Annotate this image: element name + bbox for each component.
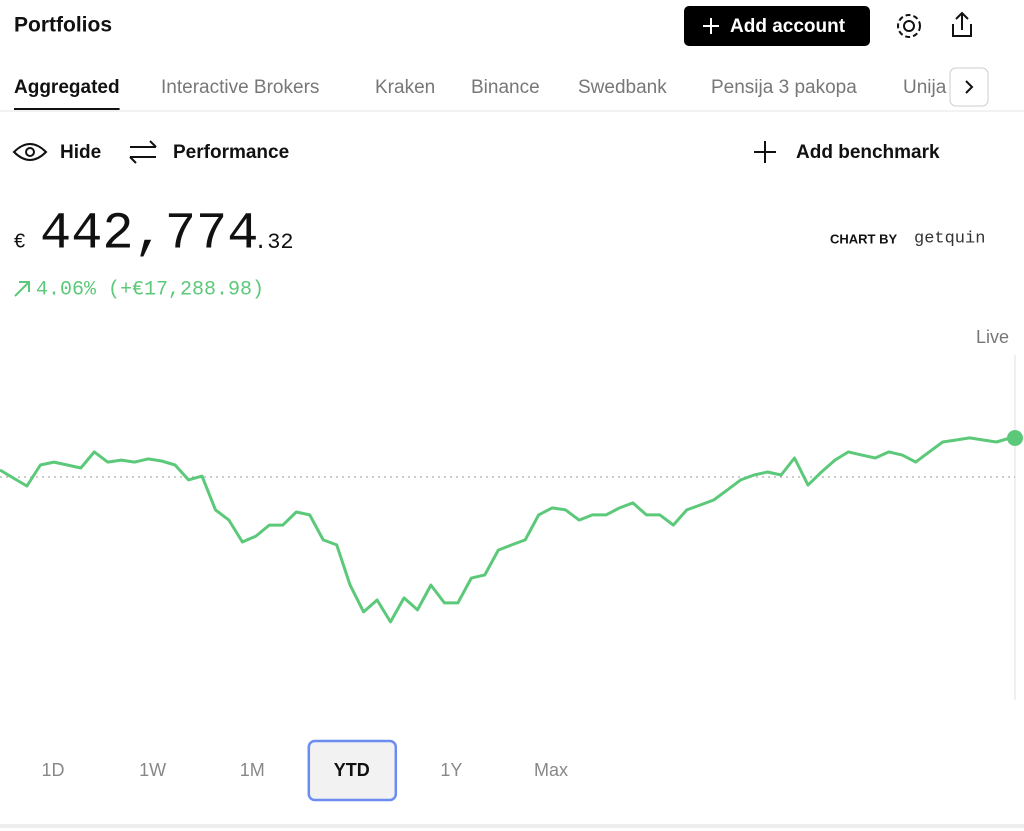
- range-button[interactable]: Max: [534, 760, 568, 780]
- performance-toggle[interactable]: Performance: [129, 140, 289, 164]
- tab[interactable]: Aggregated: [14, 77, 120, 98]
- benchmark-label: Add benchmark: [796, 142, 940, 163]
- range-button[interactable]: YTD: [334, 760, 370, 780]
- tab[interactable]: Swedbank: [578, 77, 667, 98]
- live-dot: [1007, 430, 1023, 447]
- live-label: Live: [976, 327, 1009, 347]
- value-integer: 442,774: [40, 205, 258, 264]
- value-decimal: .32: [254, 230, 294, 255]
- tab[interactable]: Unija: [903, 77, 947, 98]
- change: 4.06% (+€17,288.98): [36, 278, 264, 301]
- hide-label: Hide: [60, 142, 101, 163]
- settings-icon[interactable]: [897, 14, 921, 38]
- tab[interactable]: Pensija 3 pakopa: [711, 77, 857, 98]
- value-line: [0, 436, 1011, 624]
- range-button[interactable]: 1D: [41, 760, 64, 780]
- add-benchmark-button[interactable]: Add benchmark: [754, 141, 940, 163]
- range-button[interactable]: 1W: [139, 760, 166, 780]
- branding-name: getquin: [914, 229, 985, 248]
- tab-underline: [14, 108, 120, 110]
- range-button[interactable]: 1Y: [440, 760, 462, 780]
- page-title: Portfolios: [14, 14, 112, 37]
- tab[interactable]: Binance: [471, 77, 540, 98]
- branding-label: CHART BY: [830, 231, 897, 246]
- performance-label: Performance: [173, 142, 289, 163]
- range-selected-box: [307, 739, 398, 802]
- change-arrow: [14, 281, 30, 297]
- tab[interactable]: Interactive Brokers: [161, 77, 319, 98]
- add-account-button[interactable]: Add account: [684, 6, 870, 46]
- button-label: Add account: [730, 16, 846, 37]
- tabs-next-button[interactable]: [949, 67, 989, 107]
- share-icon[interactable]: [952, 11, 972, 37]
- currency: €: [14, 230, 25, 252]
- hide-toggle[interactable]: Hide: [12, 142, 101, 163]
- tab[interactable]: Kraken: [375, 77, 435, 98]
- range-button[interactable]: 1M: [240, 760, 265, 780]
